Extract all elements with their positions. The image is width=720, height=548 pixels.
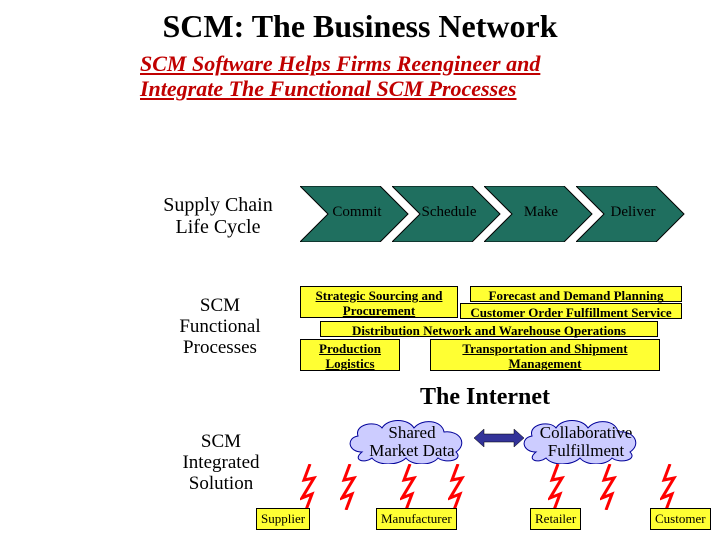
func-box-2: Customer Order Fulfillment Service <box>460 303 682 319</box>
chain-box-customer: Customer <box>650 508 711 530</box>
chain-box-retailer: Retailer <box>530 508 581 530</box>
lightning-bolt-1 <box>340 464 362 515</box>
internet-heading: The Internet <box>420 384 550 411</box>
arrow-label: Make <box>496 204 586 221</box>
arrow-label: Commit <box>312 204 402 221</box>
subtitle-line1: SCM Software Helps Firms Reengineer and <box>140 51 540 76</box>
lightning-bolt-5 <box>600 464 622 515</box>
func-box-1: Forecast and Demand Planning <box>470 286 682 302</box>
arrow-label: Schedule <box>404 204 494 221</box>
page-title: SCM: The Business Network <box>0 8 720 45</box>
cloud-connector-arrow <box>474 426 524 450</box>
label-lifecycle: Supply ChainLife Cycle <box>148 194 288 238</box>
cloud-label-0: SharedMarket Data <box>350 424 474 460</box>
label-functional: SCMFunctionalProcesses <box>160 296 280 359</box>
chain-box-manufacturer: Manufacturer <box>376 508 457 530</box>
chain-box-supplier: Supplier <box>256 508 310 530</box>
subtitle-line2: Integrate The Functional SCM Processes <box>140 76 516 101</box>
label-integrated: SCMIntegratedSolution <box>166 432 276 495</box>
subtitle: SCM Software Helps Firms Reengineer and … <box>140 51 680 102</box>
arrow-label: Deliver <box>588 204 678 221</box>
lifecycle-arrow-deliver: Deliver <box>576 186 686 242</box>
func-box-4: Production Logistics <box>300 339 400 371</box>
func-box-0: Strategic Sourcing and Procurement <box>300 286 458 318</box>
cloud-label-1: CollaborativeFulfillment <box>524 424 648 460</box>
lifecycle-arrows: CommitScheduleMakeDeliver <box>300 186 680 242</box>
func-box-5: Transportation and Shipment Management <box>430 339 660 371</box>
func-box-3: Distribution Network and Warehouse Opera… <box>320 321 658 337</box>
